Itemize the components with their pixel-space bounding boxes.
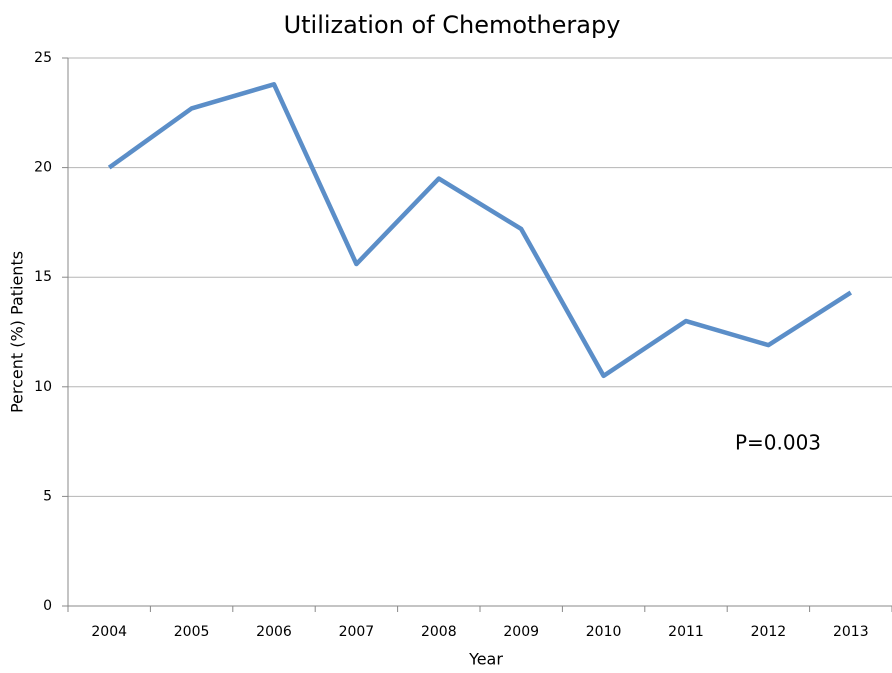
x-tick-label: 2011: [668, 624, 704, 640]
y-tick-label: 15: [34, 269, 52, 285]
chart-title: Utilization of Chemotherapy: [284, 11, 621, 39]
x-tick-label: 2010: [586, 624, 622, 640]
data-line: [107, 82, 853, 379]
x-tick-label: 2007: [339, 624, 375, 640]
y-axis-label: Percent (%) Patients: [8, 251, 27, 413]
x-tick-label: 2005: [174, 624, 210, 640]
y-tick-label: 25: [34, 50, 52, 66]
annotation: P=0.003: [735, 431, 821, 455]
x-tick-label: 2008: [421, 624, 457, 640]
y-tick-label: 0: [43, 598, 52, 614]
x-tick-label: 2012: [751, 624, 787, 640]
x-tick-label: 2006: [256, 624, 292, 640]
y-tick-label: 10: [34, 379, 52, 395]
x-axis-label: Year: [468, 650, 503, 669]
y-tick-label: 20: [34, 160, 52, 176]
x-tick-label: 2004: [91, 624, 127, 640]
x-tick-label: 2013: [833, 624, 869, 640]
y-tick-label: 5: [43, 488, 52, 504]
x-tick-label: 2009: [503, 624, 539, 640]
